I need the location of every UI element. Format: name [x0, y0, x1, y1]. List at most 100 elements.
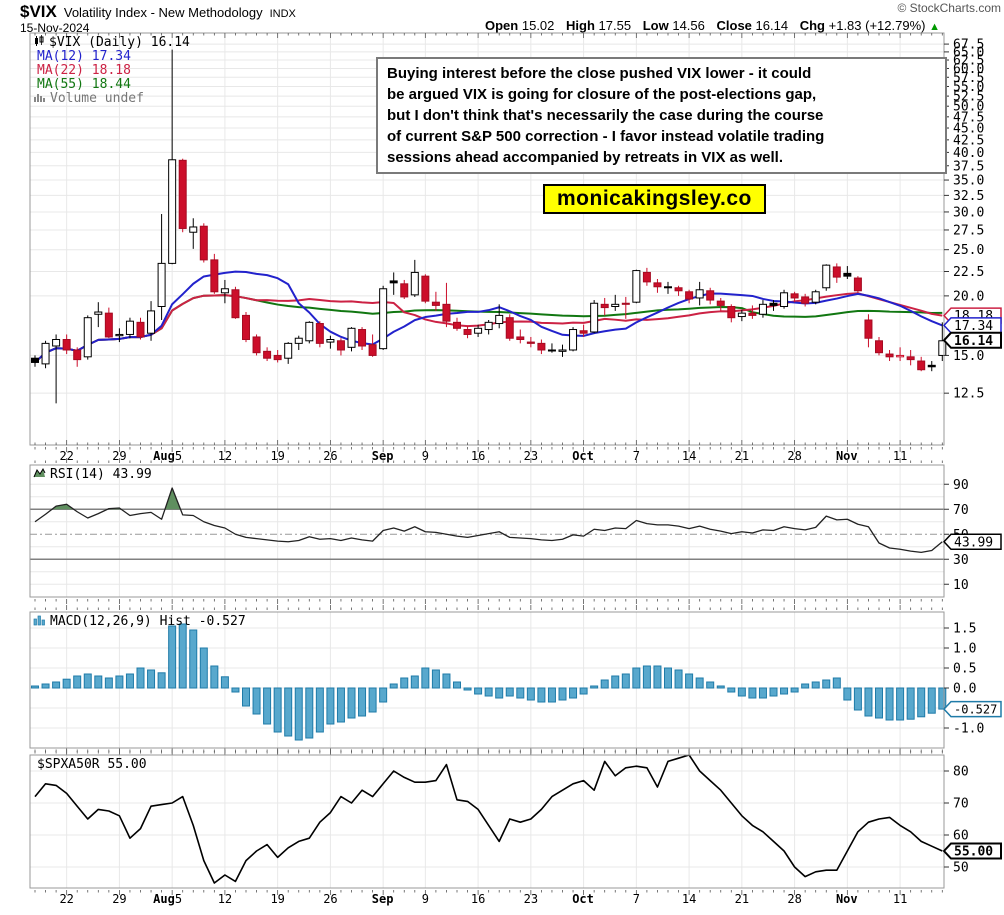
x-axis-label: 21: [735, 449, 749, 463]
watermark-label: monicakingsley.co: [543, 184, 766, 214]
exchange-label: INDX: [269, 8, 296, 20]
chg-value: +1.83 (+12.79%): [828, 18, 926, 33]
svg-text:37.5: 37.5: [953, 159, 984, 174]
up-arrow-icon: ▲: [929, 21, 940, 33]
svg-text:1.0: 1.0: [953, 642, 976, 657]
x-axis-label: Oct: [572, 892, 594, 906]
legend-item: MA(12) 17.34: [33, 50, 190, 64]
x-axis-label: 28: [787, 449, 801, 463]
svg-text:80: 80: [953, 765, 969, 780]
x-axis-label: Sep: [372, 892, 394, 906]
x-axis-label: 9: [422, 892, 429, 906]
analyst-annotation: Buying interest before the close pushed …: [376, 57, 947, 174]
x-axis-label: 12: [218, 892, 232, 906]
quote-summary: Open 15.02 High 17.55 Low 14.56 Close 16…: [485, 18, 940, 33]
svg-text:40.0: 40.0: [953, 146, 984, 161]
chg-label: Chg: [799, 18, 825, 33]
svg-text:62.5: 62.5: [953, 54, 984, 69]
svg-text:70: 70: [953, 503, 969, 518]
x-axis-label: 26: [323, 449, 337, 463]
svg-text:60.0: 60.0: [953, 62, 984, 77]
svg-text:17.34: 17.34: [954, 319, 993, 334]
x-axis-label: 11: [893, 892, 907, 906]
svg-text:47.5: 47.5: [953, 110, 984, 125]
svg-text:50: 50: [953, 861, 969, 876]
legend-item: MA(22) 18.18: [33, 64, 190, 78]
svg-text:43.99: 43.99: [954, 535, 993, 550]
svg-text:55.0: 55.0: [953, 80, 984, 95]
svg-text:32.5: 32.5: [953, 189, 984, 204]
svg-text:1.5: 1.5: [953, 622, 976, 637]
legend-label: MA(12) 17.34: [37, 49, 131, 64]
svg-text:30.0: 30.0: [953, 205, 984, 220]
svg-text:50.0: 50.0: [953, 100, 984, 115]
svg-text:67.5: 67.5: [953, 38, 984, 53]
legend-item: RSI(14) 43.99: [33, 468, 152, 482]
svg-text:30: 30: [953, 553, 969, 568]
annotation-line: be argued VIX is going for closure of th…: [387, 86, 817, 103]
legend-item: MA(55) 18.44: [33, 78, 190, 92]
legend-item: $SPXA50R 55.00: [33, 758, 147, 772]
legend-item: Volume undef: [33, 92, 190, 106]
svg-text:65.0: 65.0: [953, 45, 984, 60]
svg-text:45.0: 45.0: [953, 122, 984, 137]
volume-bars-icon: [34, 94, 45, 102]
svg-text:90: 90: [953, 478, 969, 493]
x-axis-label: Nov: [836, 449, 858, 463]
x-axis-label: 23: [524, 449, 538, 463]
legend-item: $VIX (Daily) 16.14: [33, 35, 190, 50]
x-axis-label: 29: [112, 449, 126, 463]
svg-text:52.5: 52.5: [953, 90, 984, 105]
svg-text:-0.527: -0.527: [954, 703, 997, 717]
x-axis-label: 9: [422, 449, 429, 463]
legend-label: RSI(14) 43.99: [50, 467, 152, 482]
close-value: 16.14: [755, 18, 789, 33]
svg-text:27.5: 27.5: [953, 223, 984, 238]
candlestick-icon: [35, 35, 44, 46]
copyright-label: © StockCharts.com: [897, 1, 1001, 15]
x-axis-label: 19: [270, 449, 284, 463]
chart-title: $VIX Volatility Index - New Methodology IN…: [20, 2, 296, 22]
x-axis-label: 11: [893, 449, 907, 463]
svg-text:12.5: 12.5: [953, 387, 984, 402]
annotation-line: but I don't think that's necessarily the…: [387, 107, 824, 124]
svg-text:20.0: 20.0: [953, 289, 984, 304]
open-label: Open: [485, 18, 519, 33]
low-value: 14.56: [672, 18, 705, 33]
svg-text:10: 10: [953, 578, 969, 593]
svg-text:0.0: 0.0: [953, 682, 976, 697]
svg-text:60: 60: [953, 829, 969, 844]
x-axis-label: Aug5: [153, 449, 182, 463]
x-axis-label: 19: [270, 892, 284, 906]
x-axis-label: 28: [787, 892, 801, 906]
legend-label: $VIX (Daily) 16.14: [49, 35, 190, 50]
x-axis-label: 12: [218, 449, 232, 463]
svg-text:35.0: 35.0: [953, 174, 984, 189]
macd-bars-icon: [33, 615, 45, 626]
high-label: High: [566, 18, 595, 33]
x-axis-label: Aug5: [153, 892, 182, 906]
macd-legend: MACD(12,26,9) Hist -0.527: [33, 615, 246, 629]
x-axis-label: 21: [735, 892, 749, 906]
x-axis-label: 22: [59, 892, 73, 906]
spx-legend: $SPXA50R 55.00: [33, 758, 147, 772]
svg-text:15.0: 15.0: [953, 349, 984, 364]
svg-text:22.5: 22.5: [953, 265, 984, 280]
legend-label: MA(22) 18.18: [37, 63, 131, 78]
x-axis-label: Sep: [372, 449, 394, 463]
x-axis-label: Nov: [836, 892, 858, 906]
svg-text:57.5: 57.5: [953, 71, 984, 86]
legend-label: Volume undef: [50, 91, 144, 106]
annotation-line: sessions ahead accompanied by retreats i…: [387, 149, 784, 166]
close-label: Close: [716, 18, 752, 33]
svg-text:42.5: 42.5: [953, 133, 984, 148]
svg-text:0.5: 0.5: [953, 662, 976, 677]
legend-label: MACD(12,26,9) Hist -0.527: [50, 614, 246, 629]
x-axis-label: 26: [323, 892, 337, 906]
legend-label: $SPXA50R 55.00: [37, 757, 147, 772]
x-axis-label: 16: [471, 449, 485, 463]
rsi-zigzag-icon: [33, 467, 46, 478]
svg-text:16.14: 16.14: [954, 334, 993, 349]
x-axis-label: 29: [112, 892, 126, 906]
